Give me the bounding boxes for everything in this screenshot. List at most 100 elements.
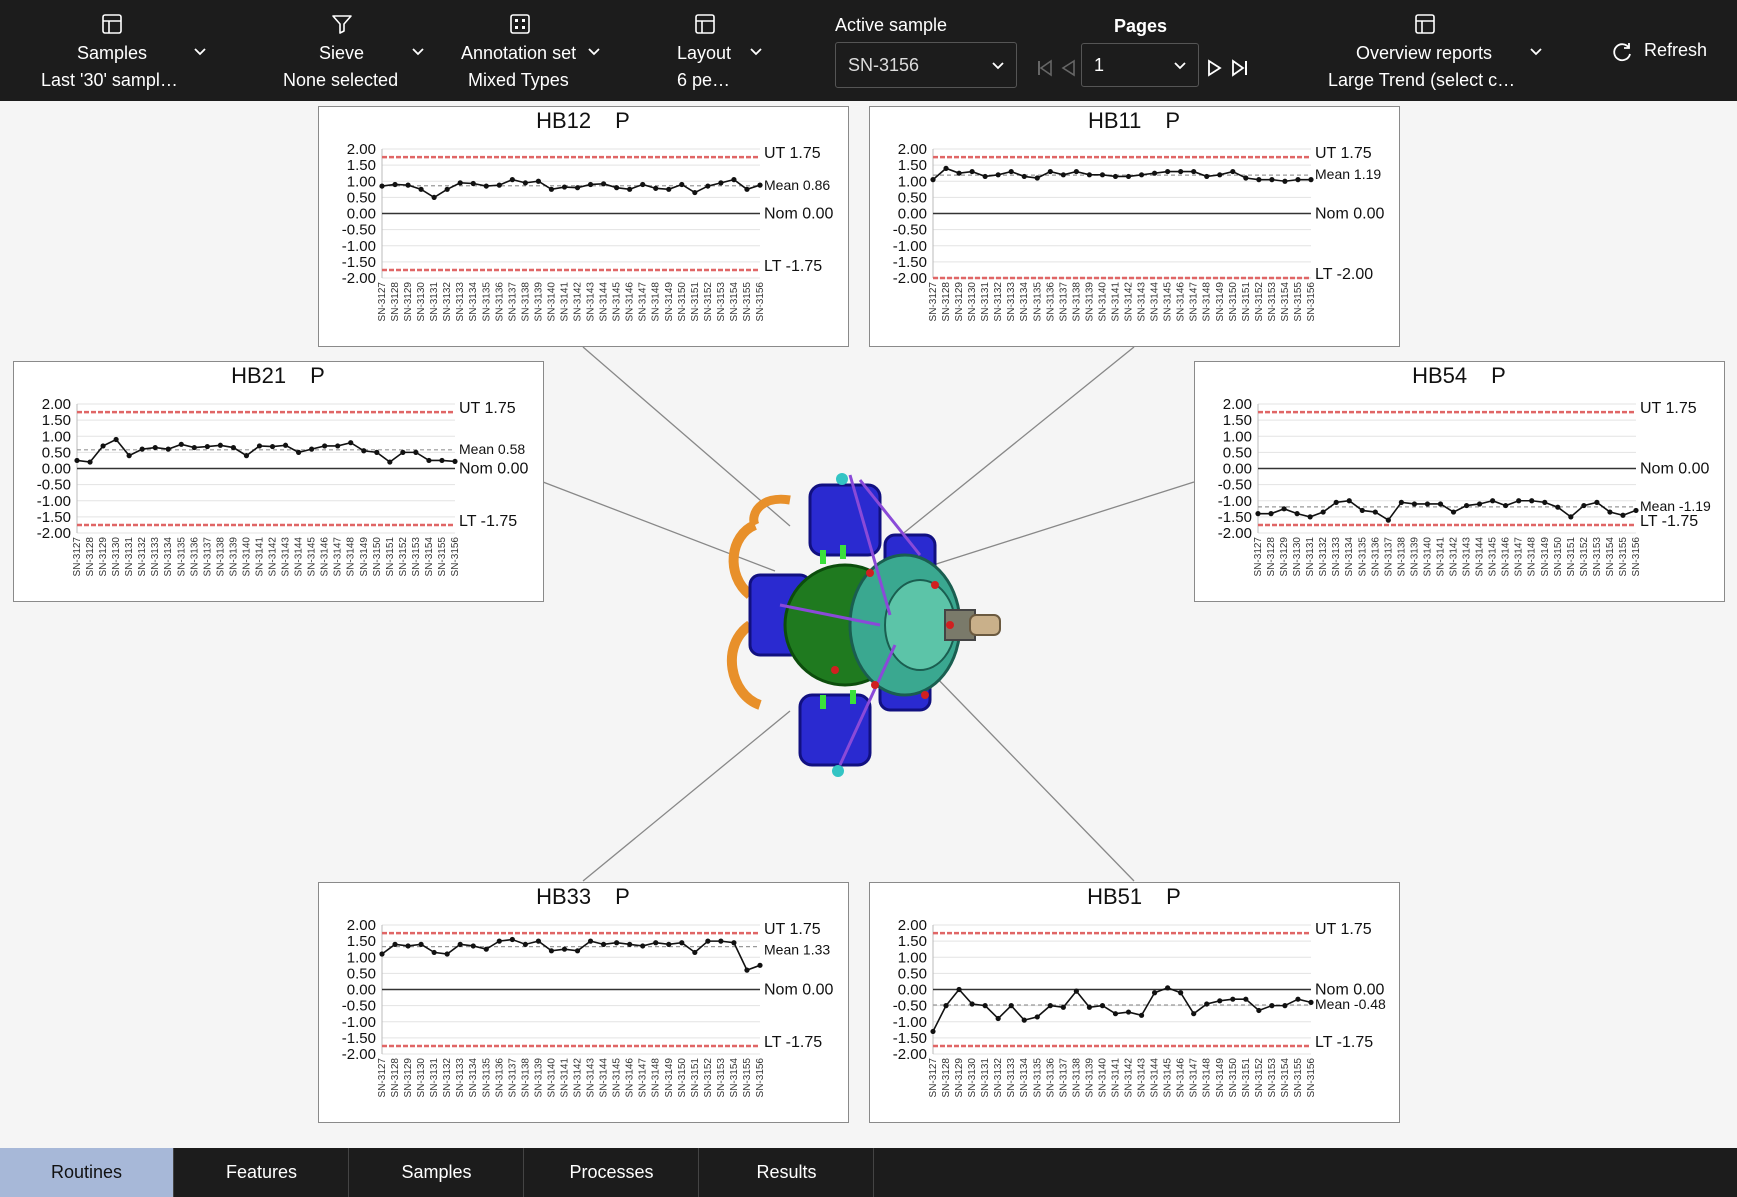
tab-results[interactable]: Results bbox=[700, 1148, 874, 1197]
data-point bbox=[969, 168, 975, 175]
x-tick-label: SN-3144 bbox=[599, 1058, 610, 1098]
layout-menu[interactable]: Layout 6 pe… bbox=[660, 0, 780, 101]
data-point bbox=[1112, 1011, 1119, 1017]
overview-reports-value: Large Trend (select c… bbox=[1328, 70, 1516, 90]
samples-menu[interactable]: Samples Last '30' sampl… bbox=[30, 0, 230, 101]
chart-panel-hb21[interactable]: HB21 P 2.00 1.50 1.00 0.50 0.00 -0.50 -1.00 -1.50… bbox=[13, 361, 544, 602]
y-tick-label: -1.00 bbox=[37, 493, 71, 510]
x-tick-label: SN-3154 bbox=[1280, 282, 1291, 322]
annotation-set-label: Annotation set bbox=[461, 43, 577, 63]
data-point bbox=[418, 941, 424, 947]
previous-page-icon[interactable] bbox=[1058, 57, 1078, 79]
last-page-icon[interactable] bbox=[1230, 57, 1250, 79]
y-tick-label: 0.50 bbox=[898, 189, 927, 206]
y-tick-label: -2.00 bbox=[1218, 525, 1252, 542]
x-tick-label: SN-3128 bbox=[85, 537, 96, 577]
chart-feature-name: HB11 bbox=[1088, 108, 1141, 133]
x-tick-label: SN-3143 bbox=[586, 1058, 597, 1098]
data-point bbox=[535, 178, 542, 184]
series-line bbox=[381, 178, 761, 199]
x-tick-label: SN-3137 bbox=[507, 1058, 518, 1098]
x-tick-label: SN-3142 bbox=[573, 1058, 584, 1098]
data-point bbox=[392, 181, 398, 188]
first-page-icon[interactable] bbox=[1035, 57, 1055, 79]
tab-routines[interactable]: Routines bbox=[0, 1148, 174, 1197]
nominal-label: Nom 0.00 bbox=[1315, 982, 1384, 999]
x-tick-label: SN-3141 bbox=[254, 537, 265, 577]
data-point bbox=[640, 181, 646, 188]
y-tick-label: 1.50 bbox=[42, 412, 71, 429]
x-tick-label: SN-3129 bbox=[403, 1058, 414, 1098]
upper-tolerance-label: UT 1.75 bbox=[764, 145, 821, 162]
data-point bbox=[139, 446, 145, 452]
top-toolbar: Samples Last '30' sampl… Sieve None sele… bbox=[0, 0, 1737, 101]
trend-chart: HB51 P 2.001.501.000.500.00-0.50-1.00-1.50… bbox=[893, 884, 1386, 1098]
chart-tag: P bbox=[1166, 884, 1181, 909]
x-tick-label: SN-3146 bbox=[1501, 537, 1512, 577]
data-point bbox=[452, 458, 458, 465]
data-point bbox=[1294, 511, 1300, 517]
x-tick-label: SN-3144 bbox=[1150, 1058, 1161, 1098]
x-tick-label: SN-3132 bbox=[1318, 537, 1329, 577]
chevron-down-icon bbox=[992, 62, 1004, 70]
chart-panel-hb33[interactable]: HB33 P 2.00 1.50 1.00 0.50 0.00 -0.50 -1.00 -1.50… bbox=[318, 882, 849, 1123]
y-tick-label: -1.50 bbox=[342, 1030, 376, 1047]
x-tick-label: SN-3134 bbox=[468, 1058, 479, 1098]
data-point bbox=[457, 180, 463, 186]
x-tick-label: SN-3139 bbox=[228, 537, 239, 577]
tab-processes[interactable]: Processes bbox=[525, 1148, 699, 1197]
x-tick-label: SN-3139 bbox=[1084, 1058, 1095, 1098]
annotation-set-menu[interactable]: Annotation set Mixed Types bbox=[455, 0, 615, 101]
refresh-button[interactable]: Refresh bbox=[1608, 36, 1718, 66]
x-tick-label: SN-3156 bbox=[1631, 537, 1642, 577]
x-tick-label: SN-3129 bbox=[403, 282, 414, 322]
x-tick-label: SN-3135 bbox=[1032, 282, 1043, 322]
chart-panel-hb54[interactable]: HB54 P 2.00 1.50 1.00 0.50 0.00 -0.50 -1.00 -1.50… bbox=[1194, 361, 1725, 602]
y-tick-label: 0.00 bbox=[1223, 461, 1252, 478]
connector-hb33 bbox=[582, 710, 791, 882]
data-point bbox=[561, 184, 568, 190]
x-tick-label: SN-3142 bbox=[573, 282, 584, 322]
x-tick-label: SN-3152 bbox=[703, 1058, 714, 1098]
x-tick-label: SN-3144 bbox=[1475, 537, 1486, 577]
data-point bbox=[956, 986, 962, 993]
data-point bbox=[335, 443, 341, 449]
tab-samples[interactable]: Samples bbox=[350, 1148, 524, 1197]
data-point bbox=[653, 185, 659, 191]
chart-panel-hb51[interactable]: HB51 P 2.00 1.50 1.00 0.50 0.00 -0.50 -1.00 -1.50… bbox=[869, 882, 1400, 1123]
active-sample-select[interactable]: SN-3156 bbox=[835, 42, 1017, 88]
y-tick-label: 2.00 bbox=[1223, 396, 1252, 413]
sieve-menu[interactable]: Sieve None selected bbox=[270, 0, 430, 101]
overview-reports-menu[interactable]: Overview reports Large Trend (select c… bbox=[1320, 0, 1550, 101]
tab-features[interactable]: Features bbox=[175, 1148, 349, 1197]
x-tick-label: SN-3137 bbox=[202, 537, 213, 577]
chart-panel-hb12[interactable]: HB12 P 2.00 1.50 1.00 0.50 0.00 -0.50 -1.00 -1.50… bbox=[318, 106, 849, 347]
chart-feature-name: HB33 bbox=[536, 884, 591, 909]
data-point bbox=[1230, 996, 1236, 1002]
data-point bbox=[600, 181, 607, 187]
y-tick-label: -2.00 bbox=[37, 525, 71, 542]
x-tick-label: SN-3149 bbox=[664, 282, 675, 322]
x-tick-label: SN-3155 bbox=[1293, 282, 1304, 322]
y-tick-label: 1.50 bbox=[347, 933, 376, 950]
x-tick-label: SN-3134 bbox=[163, 537, 174, 577]
y-tick-label: -1.00 bbox=[1218, 493, 1252, 510]
data-point bbox=[982, 173, 988, 180]
chart-panel-hb11[interactable]: HB11 P 2.00 1.50 1.00 0.50 0.00 -0.50 -1.00 -1.50… bbox=[869, 106, 1400, 347]
nominal-label: Nom 0.00 bbox=[459, 461, 528, 478]
x-tick-label: SN-3148 bbox=[346, 537, 357, 577]
data-point bbox=[1060, 1004, 1066, 1010]
x-tick-label: SN-3156 bbox=[450, 537, 461, 577]
next-page-icon[interactable] bbox=[1205, 57, 1225, 79]
data-point bbox=[74, 457, 80, 464]
data-point bbox=[1021, 173, 1027, 180]
page-select[interactable]: 1 bbox=[1081, 43, 1199, 87]
y-tick-label: -0.50 bbox=[1218, 477, 1252, 494]
x-tick-label: SN-3149 bbox=[1215, 1058, 1226, 1098]
engine-3d-model[interactable] bbox=[720, 455, 1020, 795]
x-tick-label: SN-3153 bbox=[1267, 282, 1278, 322]
data-point bbox=[1503, 502, 1509, 509]
annotation-set-value: Mixed Types bbox=[468, 70, 569, 90]
data-point bbox=[587, 181, 594, 188]
data-point bbox=[1086, 1004, 1093, 1010]
